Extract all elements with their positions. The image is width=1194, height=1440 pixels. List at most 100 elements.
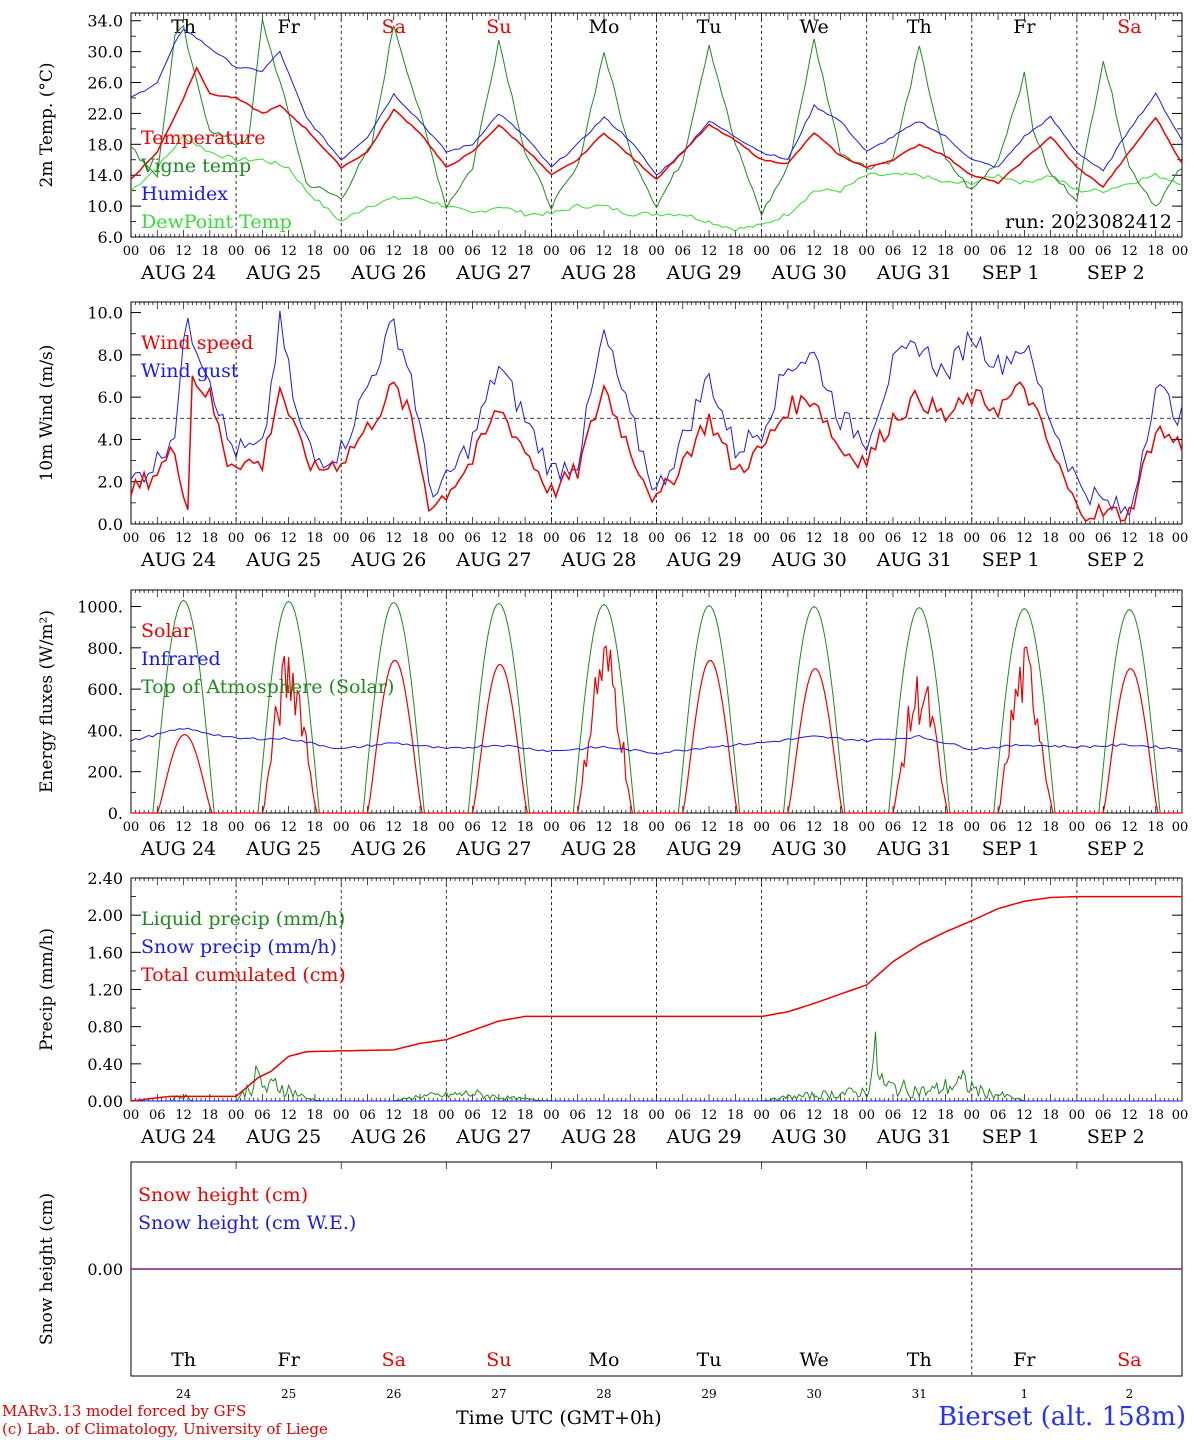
- y-axis-label: Energy fluxes (W/m²): [37, 610, 57, 793]
- station-name: Bierset (alt. 158m): [937, 1402, 1186, 1432]
- legend-entry: Wind speed: [141, 332, 253, 354]
- hour-tick-label: 00: [543, 1108, 560, 1123]
- date-label: AUG 27: [455, 549, 531, 571]
- hour-tick-label: 06: [675, 820, 692, 835]
- hour-tick-label: 06: [359, 1108, 376, 1123]
- hour-tick-label: 18: [202, 244, 219, 259]
- hour-tick-label: 18: [202, 531, 219, 546]
- legend-entry: Snow height (cm): [138, 1184, 308, 1206]
- hour-tick-label: 00: [1069, 1108, 1086, 1123]
- hour-tick-label: 12: [596, 244, 613, 259]
- y-tick-label: 0.: [108, 804, 123, 823]
- date-label: SEP 1: [982, 549, 1040, 571]
- y-axis-label: 2m Temp. (°C): [37, 62, 57, 187]
- weekday-label: Th: [171, 1349, 196, 1371]
- hour-tick-label: 00: [543, 244, 560, 259]
- hour-tick-label: 00: [333, 820, 350, 835]
- hour-tick-label: 18: [1042, 820, 1059, 835]
- temperature-line: [130, 66, 1183, 189]
- y-tick-label: 600.: [87, 680, 123, 699]
- hour-tick-label: 00: [543, 531, 560, 546]
- day-number-label: 2: [1126, 1387, 1134, 1401]
- date-label: SEP 2: [1087, 262, 1145, 284]
- hour-tick-label: 06: [149, 244, 166, 259]
- hour-tick-label: 00: [123, 1108, 140, 1123]
- hour-tick-label: 00: [753, 244, 770, 259]
- hour-tick-label: 00: [1069, 531, 1086, 546]
- hour-tick-label: 00: [123, 244, 140, 259]
- hour-tick-label: 18: [727, 244, 744, 259]
- plot-frame-temperature: [130, 12, 1183, 238]
- date-label: AUG 25: [245, 1126, 321, 1148]
- hour-tick-label: 18: [727, 1108, 744, 1123]
- total-cumulated-line: [130, 895, 1182, 1102]
- hour-tick-label: 06: [675, 531, 692, 546]
- hour-tick-label: 06: [780, 531, 797, 546]
- hour-tick-label: 18: [937, 1108, 954, 1123]
- hour-tick-label: 06: [885, 531, 902, 546]
- hour-tick-label: 18: [1147, 244, 1164, 259]
- legend-entry: Temperature: [141, 127, 265, 149]
- hour-tick-label: 12: [175, 244, 192, 259]
- weekday-label: Sa: [1117, 1349, 1141, 1371]
- legend-entry: Snow height (cm W.E.): [138, 1212, 356, 1234]
- hour-tick-label: 00: [438, 531, 455, 546]
- hour-tick-label: 00: [964, 1108, 981, 1123]
- date-label: AUG 27: [455, 838, 531, 860]
- hour-tick-label: 06: [464, 531, 481, 546]
- weekday-label: Sa: [382, 1349, 406, 1371]
- solar-line: [131, 645, 1182, 814]
- hour-tick-label: 12: [596, 1108, 613, 1123]
- hour-tick-label: 12: [911, 1108, 928, 1123]
- hour-tick-label: 06: [1095, 820, 1112, 835]
- hour-tick-label: 00: [333, 531, 350, 546]
- hour-tick-label: 12: [1016, 820, 1033, 835]
- hour-tick-label: 06: [464, 244, 481, 259]
- date-label: SEP 1: [982, 1126, 1040, 1148]
- weekday-label: Fr: [1013, 16, 1036, 38]
- date-label: AUG 28: [560, 262, 636, 284]
- hour-tick-label: 00: [858, 820, 875, 835]
- y-tick-label: 1.60: [87, 943, 123, 962]
- hour-tick-label: 06: [569, 820, 586, 835]
- date-label: AUG 29: [666, 549, 742, 571]
- y-axis-label: Precip (mm/h): [37, 928, 57, 1051]
- hour-tick-label: 06: [569, 244, 586, 259]
- dewpoint-line: [130, 135, 1183, 233]
- date-label: AUG 27: [455, 262, 531, 284]
- weekday-label: Tu: [697, 1349, 722, 1371]
- hour-tick-label: 06: [464, 820, 481, 835]
- hour-tick-label: 06: [885, 1108, 902, 1123]
- hour-tick-label: 12: [1121, 244, 1138, 259]
- date-label: AUG 31: [876, 1126, 952, 1148]
- hour-tick-label: 18: [622, 1108, 639, 1123]
- hour-tick-label: 12: [911, 244, 928, 259]
- hour-tick-label: 12: [701, 244, 718, 259]
- hour-tick-label: 00: [1172, 820, 1189, 835]
- hour-tick-label: 06: [990, 244, 1007, 259]
- weekday-label: Sa: [1117, 16, 1141, 38]
- legend-entry: Humidex: [141, 183, 228, 205]
- hour-tick-label: 18: [937, 820, 954, 835]
- y-tick-label: 400.: [87, 721, 123, 740]
- hour-tick-label: 12: [701, 1108, 718, 1123]
- hour-tick-label: 12: [280, 820, 297, 835]
- weekday-label: Fr: [1013, 1349, 1036, 1371]
- day-number-label: 29: [701, 1387, 716, 1401]
- hour-tick-label: 12: [385, 820, 402, 835]
- hour-tick-label: 06: [1095, 531, 1112, 546]
- day-number-label: 25: [281, 1387, 296, 1401]
- hour-tick-label: 00: [648, 244, 665, 259]
- hour-tick-label: 18: [622, 820, 639, 835]
- y-tick-label: 34.0: [87, 12, 123, 31]
- hour-tick-label: 06: [149, 1108, 166, 1123]
- legend-entry: Total cumulated (cm): [141, 964, 346, 986]
- weekday-label: Mo: [588, 16, 619, 38]
- hour-tick-label: 12: [385, 244, 402, 259]
- weekday-label: Th: [907, 1349, 932, 1371]
- y-tick-label: 6.0: [98, 388, 123, 407]
- hour-tick-label: 12: [1121, 1108, 1138, 1123]
- hour-tick-label: 12: [701, 820, 718, 835]
- hour-tick-label: 00: [333, 1108, 350, 1123]
- hour-tick-label: 06: [780, 820, 797, 835]
